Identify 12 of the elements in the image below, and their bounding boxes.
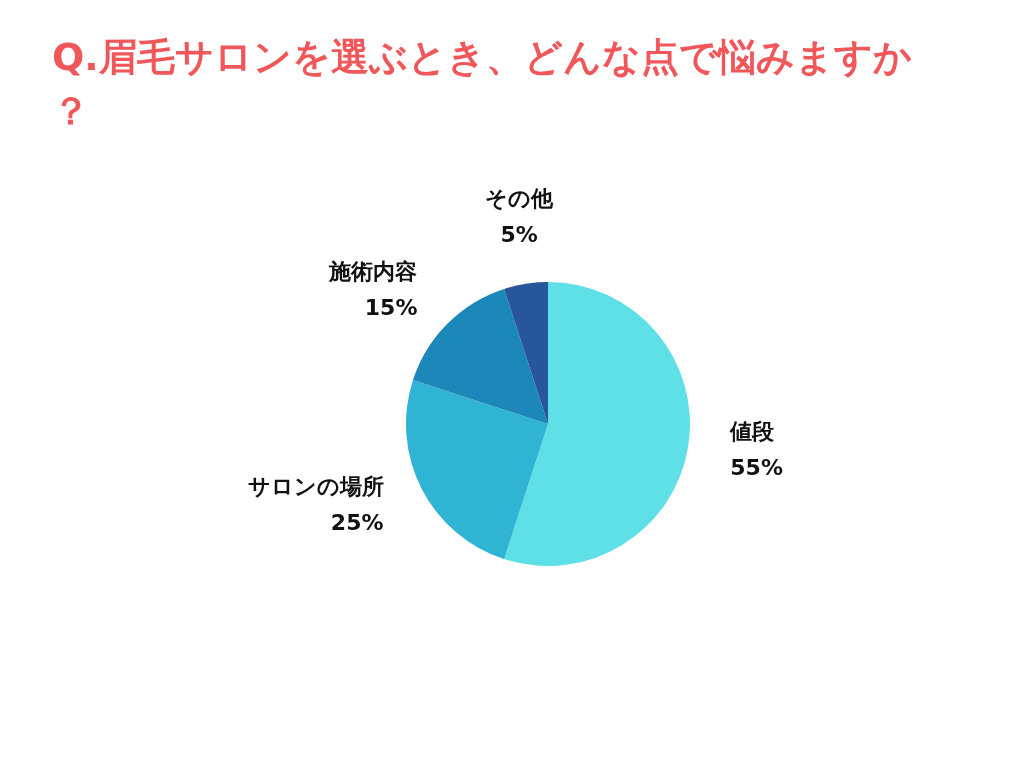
slice-label: サロンの場所 (247, 473, 384, 499)
data-label: 5% (500, 221, 538, 247)
slice-label: 値段 (729, 418, 776, 444)
pie-slice (406, 380, 548, 560)
pie-slice (504, 282, 548, 424)
slice-label: 施術内容 (328, 259, 418, 285)
slice-label: その他 (485, 185, 555, 211)
pie-slice (504, 282, 690, 566)
chart-title: Q.眉毛サロンを選ぶとき、どんな点で悩みますか？ (52, 35, 912, 133)
data-label: 25% (330, 509, 384, 535)
data-label: 55% (730, 454, 783, 480)
data-label: 15% (364, 295, 418, 321)
